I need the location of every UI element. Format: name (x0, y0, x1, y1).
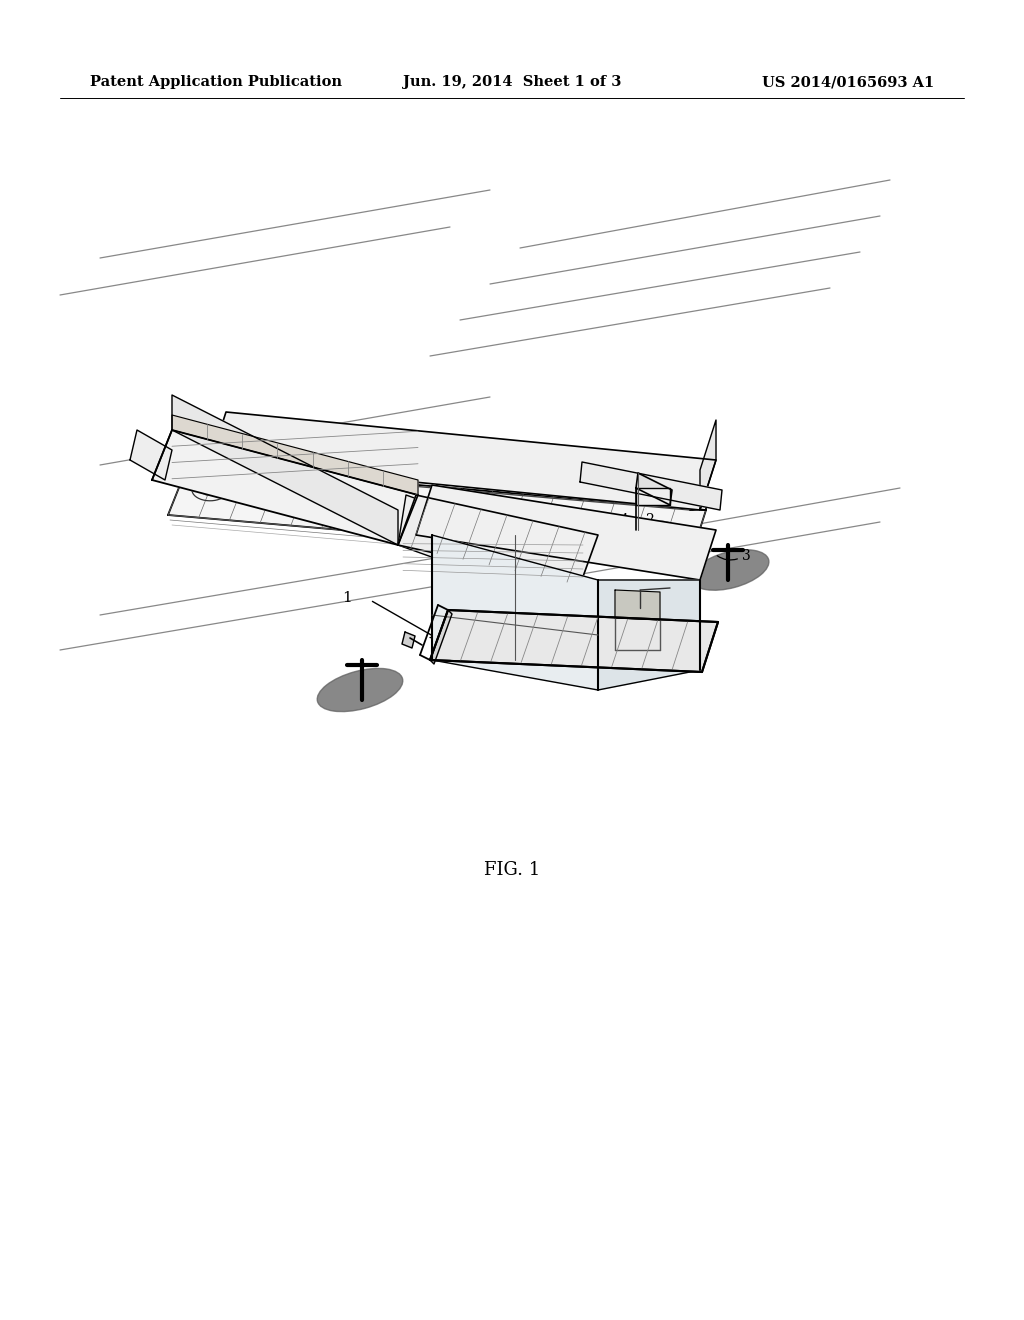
Polygon shape (432, 535, 598, 690)
Polygon shape (580, 462, 722, 510)
Ellipse shape (317, 668, 402, 711)
Polygon shape (168, 465, 706, 560)
Polygon shape (430, 610, 452, 664)
Polygon shape (398, 495, 598, 585)
Polygon shape (152, 430, 418, 545)
Text: Patent Application Publication: Patent Application Publication (90, 75, 342, 88)
Polygon shape (402, 632, 415, 648)
Text: 1: 1 (342, 591, 352, 605)
Text: 3: 3 (742, 549, 751, 564)
Polygon shape (700, 420, 716, 510)
Text: FIG. 1: FIG. 1 (484, 861, 540, 879)
Text: 4: 4 (620, 513, 628, 527)
Polygon shape (636, 473, 672, 506)
Text: 2: 2 (645, 513, 653, 527)
Polygon shape (430, 610, 718, 672)
Polygon shape (398, 495, 449, 560)
Polygon shape (636, 488, 670, 506)
Polygon shape (130, 430, 172, 480)
Text: US 2014/0165693 A1: US 2014/0165693 A1 (762, 75, 934, 88)
Polygon shape (598, 579, 700, 690)
Polygon shape (210, 412, 716, 510)
Text: Jun. 19, 2014  Sheet 1 of 3: Jun. 19, 2014 Sheet 1 of 3 (402, 75, 622, 88)
Polygon shape (416, 484, 716, 579)
Polygon shape (172, 395, 398, 545)
Polygon shape (172, 414, 418, 495)
Ellipse shape (691, 549, 769, 590)
Polygon shape (615, 590, 660, 620)
